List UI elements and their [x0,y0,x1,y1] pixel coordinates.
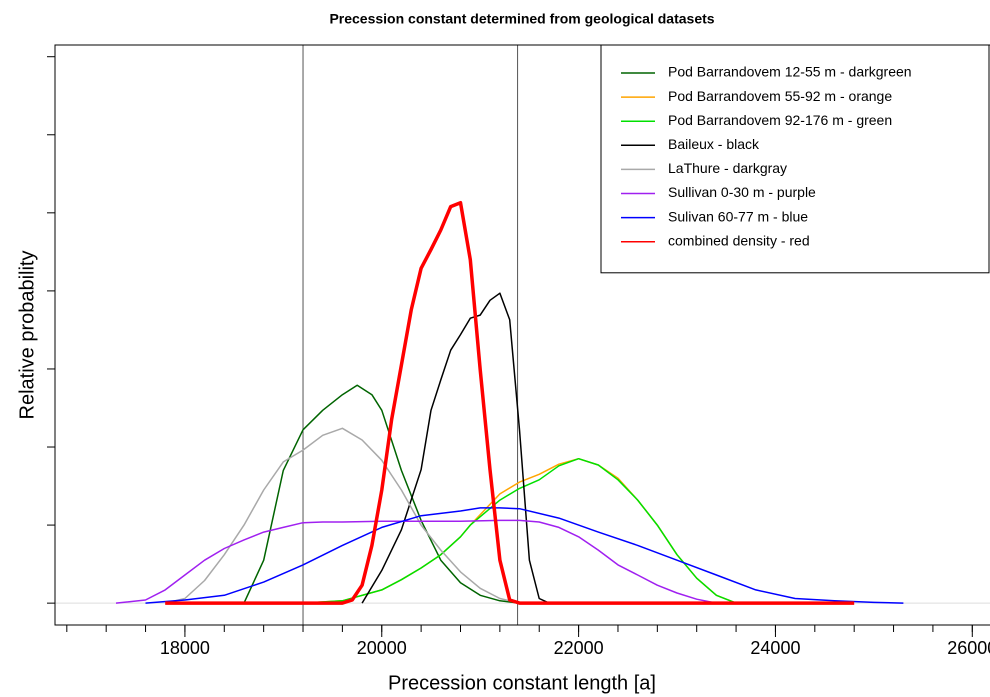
legend-label: combined density - red [668,232,810,248]
legend-label: Baileux - black [668,136,760,152]
legend-label: Pod Barrandovem 55-92 m - orange [668,88,892,104]
y-axis-label: Relative probability [16,251,38,420]
plot-frame [54,44,990,626]
legend-label: Pod Barrandovem 92-176 m - green [668,112,892,128]
x-tick-label: 20000 [357,638,407,658]
legend: Pod Barrandovem 12-55 m - darkgreen Pod B… [600,44,990,274]
series-line [165,200,855,605]
legend-label: Pod Barrandovem 12-55 m - darkgreen [668,64,912,80]
series-line [302,457,737,604]
x-tick-label: 22000 [554,638,604,658]
series-line [302,457,737,604]
legend-label: Sullivan 0-30 m - purple [668,184,816,200]
x-tick-label: 26000 [947,638,990,658]
series-line [145,507,904,604]
series-line [243,384,520,604]
x-axis-label: Precession constant length [a] [388,672,656,694]
x-tick-label: 24000 [750,638,800,658]
series-line [115,519,717,604]
series-line [165,427,520,604]
chart-title: Precession constant determined from geol… [329,11,714,27]
legend-box [600,44,990,274]
x-tick-label: 18000 [160,638,210,658]
legend-label: LaThure - darkgray [668,160,787,176]
series-line [361,292,550,604]
legend-label: Sulivan 60-77 m - blue [668,208,808,224]
